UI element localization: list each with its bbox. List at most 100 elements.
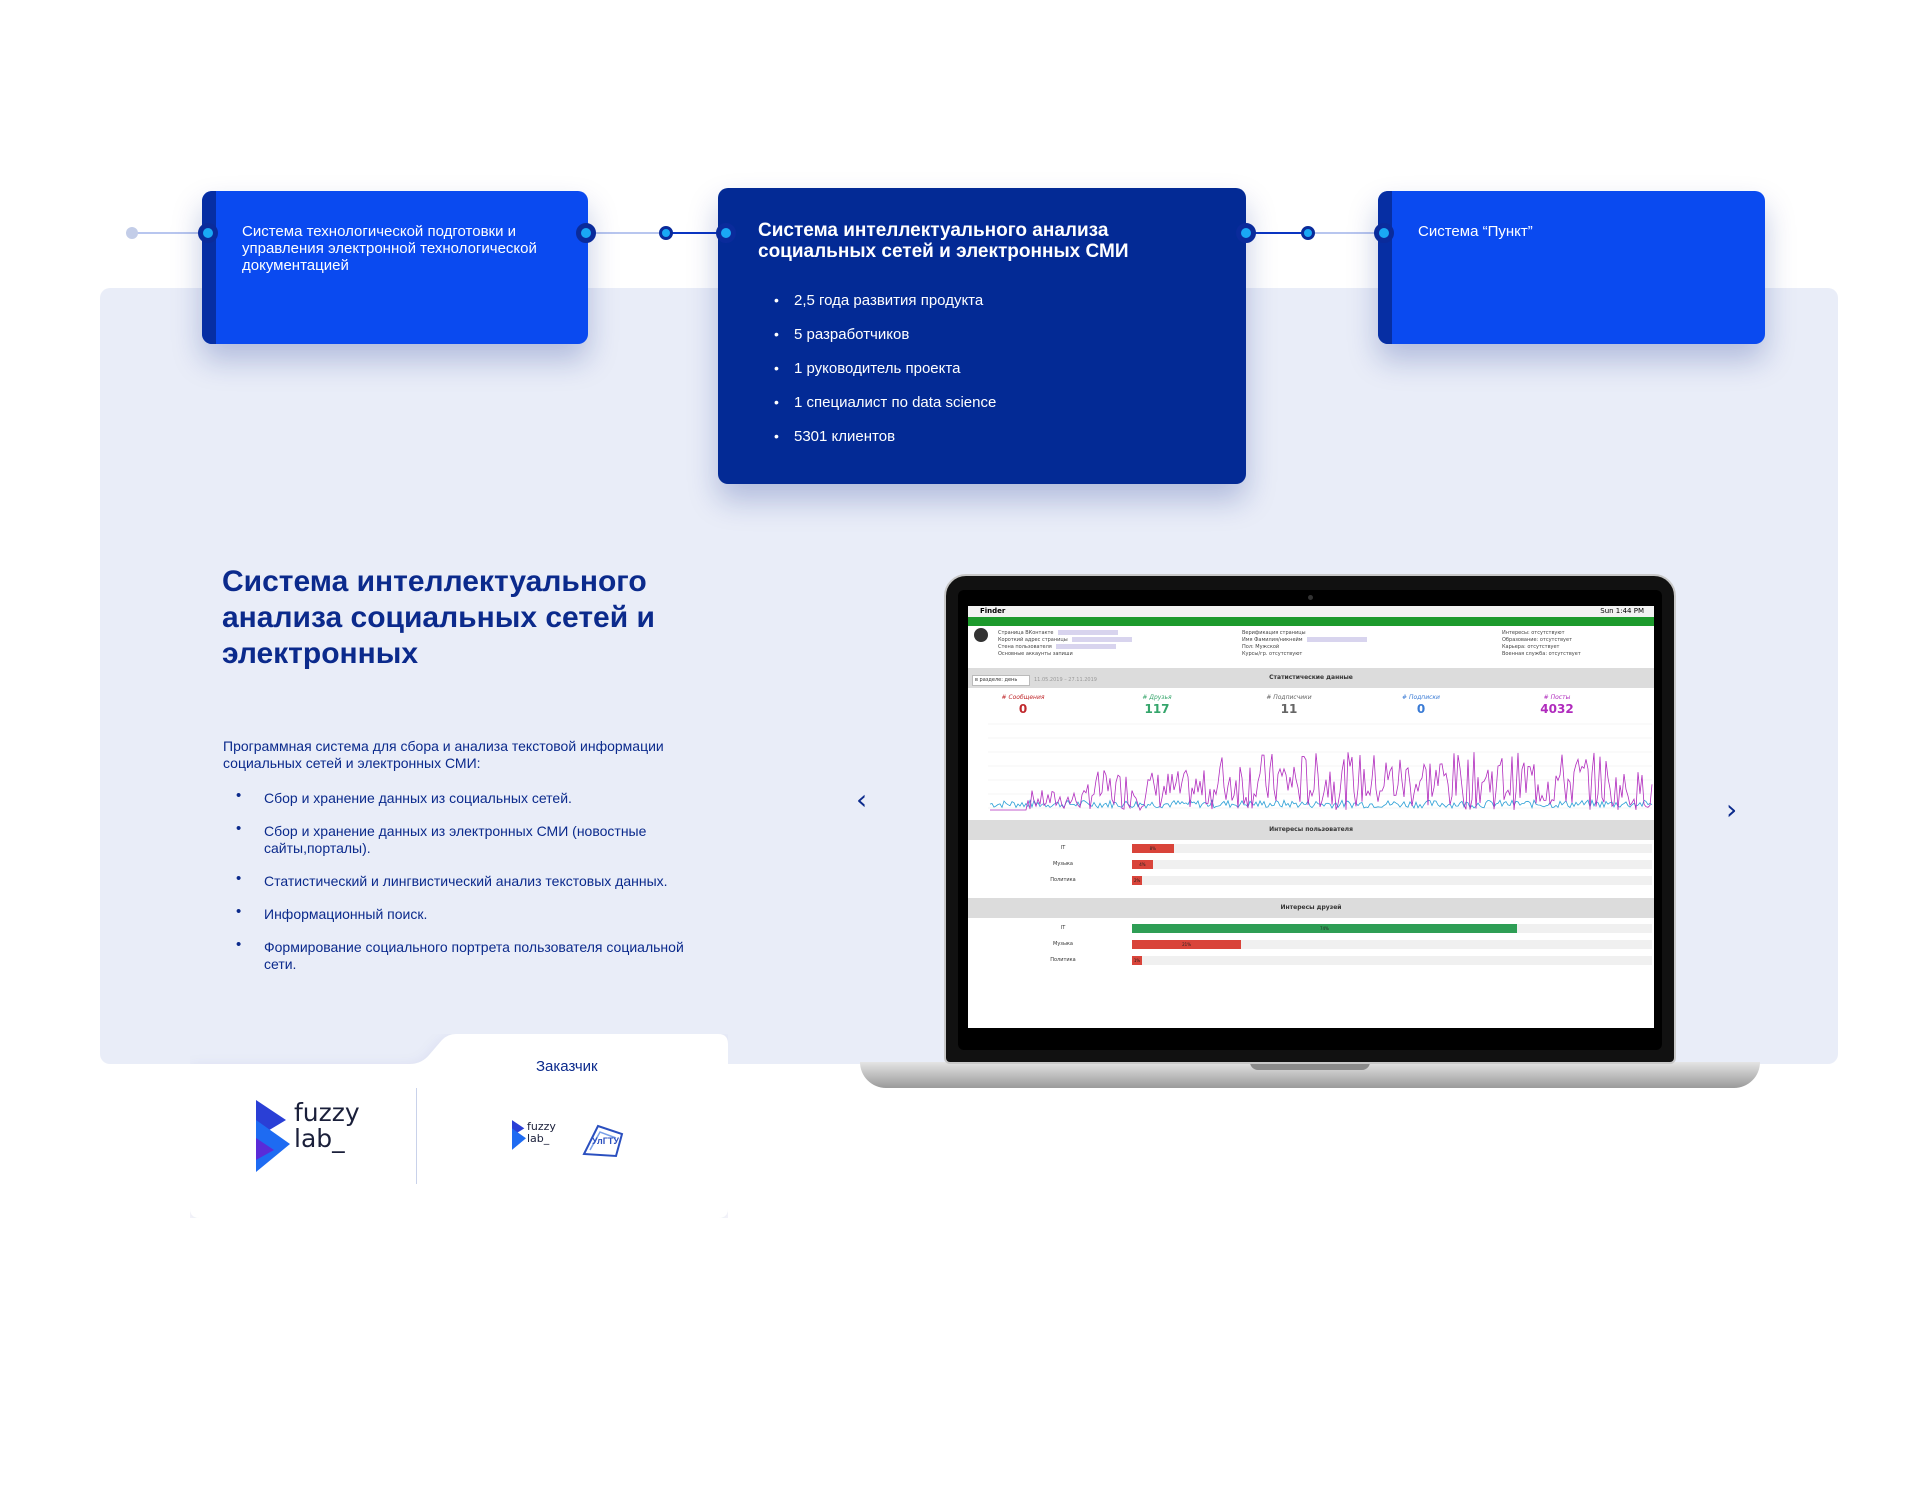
interest-bar-fill: 2%: [1132, 876, 1143, 885]
interest-label: Политика: [1050, 957, 1076, 963]
stat-value: 117: [1144, 702, 1170, 716]
timeline-card-tech-docs[interactable]: Система технологической подготовки и упр…: [202, 191, 588, 344]
stat-label: # Подписчики: [1266, 694, 1312, 701]
profile-field: Короткий адрес страницы: [998, 637, 1068, 643]
timeline-dot: [659, 226, 673, 240]
customer-box-background: [190, 1034, 728, 1218]
profile-field: Пол: Мужской: [1242, 644, 1280, 650]
chevron-left-icon[interactable]: ‹: [856, 783, 868, 816]
stat-value: 0: [1018, 702, 1028, 716]
card-text: Система технологической подготовки и упр…: [242, 223, 537, 274]
period-select[interactable]: в разделе: день: [972, 675, 1030, 686]
interest-bar-fill: 4%: [1132, 860, 1153, 869]
interest-bar-track: 4%: [1132, 860, 1652, 869]
interest-label: Музыка: [1053, 861, 1073, 867]
redacted-value: [1071, 637, 1132, 642]
project-intro: Программная система для сбора и анализа …: [223, 738, 664, 771]
timeline-node: [1374, 223, 1394, 243]
profile-info: Страница ВКонтакте Короткий адрес страни…: [968, 626, 1654, 666]
timeline-node: [198, 223, 218, 243]
profile-field: Верификация страницы: [1242, 630, 1306, 636]
interest-label: Музыка: [1053, 941, 1073, 947]
interest-bar-fill: 21%: [1132, 940, 1242, 949]
fuzzy-lab-logo-mark: [512, 1120, 526, 1150]
logo-line: lab_: [294, 1124, 345, 1153]
profile-field: Курсы/гр. отсутствуют: [1242, 651, 1303, 657]
feature-item: Статистический и лингвистический анализ …: [236, 870, 716, 890]
fuzzy-lab-logo: fuzzy lab_: [256, 1100, 360, 1177]
timeline-node: [1236, 223, 1256, 243]
feature-item: Информационный поиск.: [236, 903, 716, 923]
timeline-node: [576, 223, 596, 243]
profile-field: Страница ВКонтакте: [998, 630, 1054, 636]
profile-field: Стена пользователя: [998, 644, 1052, 650]
profile-column: Интересы: отсутствуют Образование: отсут…: [1502, 630, 1581, 658]
customer-divider: [416, 1088, 417, 1184]
customer-box: Заказчик fuzzy lab_ fuzzy lab_ УлГТУ: [190, 1034, 728, 1218]
card-stat-item: 2,5 года развития продукта: [774, 291, 996, 310]
friend-interests-header: Интересы друзей: [968, 898, 1654, 918]
menubar-clock: Sun 1:44 PM: [1600, 607, 1644, 615]
project-title: Система интеллектуального анализа социал…: [222, 565, 655, 670]
stat-subscriptions: # Подписки 0: [1366, 694, 1476, 716]
interest-bar-track: 1%: [1132, 956, 1652, 965]
card-stats-list: 2,5 года развития продукта 5 разработчик…: [774, 291, 996, 462]
customer-label: Заказчик: [536, 1058, 598, 1075]
client-logo: УлГТУ: [578, 1120, 628, 1162]
timeline-line-active: [1246, 232, 1308, 234]
menubar-app-name[interactable]: Finder: [980, 607, 1006, 615]
interest-label: IT: [1060, 845, 1066, 851]
profile-column: Верификация страницы Имя Фамилия/никнейм…: [1242, 630, 1367, 658]
card-title: Система интеллектуального анализа социал…: [758, 220, 1129, 262]
profile-field: Карьера: отсутствует: [1502, 644, 1560, 650]
profile-field: Основные аккаунты запиши: [998, 651, 1073, 657]
timeline-line: [588, 232, 666, 234]
redacted-value: [1306, 637, 1367, 642]
timeline-line-active: [666, 232, 726, 234]
stat-label: # Сообщения: [1001, 694, 1045, 701]
stat-value: 11: [1280, 702, 1298, 716]
interest-bar-fill: 1%: [1132, 956, 1142, 965]
laptop-mockup: Finder Sun 1:44 PM Страница ВКонтакте Ко…: [860, 574, 1760, 1094]
profile-status-bar: [968, 617, 1654, 626]
interest-bar-track: 74%: [1132, 924, 1652, 933]
interest-bar-track: 2%: [1132, 876, 1652, 885]
feature-list: Сбор и хранение данных из социальных сет…: [236, 787, 716, 989]
chevron-right-icon[interactable]: ›: [1726, 793, 1738, 826]
timeline-node: [716, 223, 736, 243]
interest-bar-track: 8%: [1132, 844, 1652, 853]
stat-value: 4032: [1540, 702, 1574, 716]
stat-label: # Посты: [1543, 694, 1571, 701]
card-stat-item: 1 специалист по data science: [774, 393, 996, 412]
profile-field: Образование: отсутствует: [1502, 637, 1573, 643]
feature-item: Сбор и хранение данных из электронных СМ…: [236, 820, 716, 857]
timeline-card-punkt[interactable]: Система “Пункт”: [1378, 191, 1765, 344]
card-stat-item: 5 разработчиков: [774, 325, 996, 344]
interest-bar-fill: 74%: [1132, 924, 1517, 933]
fuzzy-lab-logo-mark: [256, 1100, 290, 1172]
interest-bar-track: 21%: [1132, 940, 1652, 949]
logo-word: fuzzy lab_: [294, 1100, 360, 1152]
date-range[interactable]: 11.05.2019 – 27.11.2019: [1034, 677, 1097, 683]
logo-line: fuzzy: [527, 1120, 556, 1133]
stat-friends: # Друзья 117: [1102, 694, 1212, 716]
timeline-card-social-analysis[interactable]: Система интеллектуального анализа социал…: [718, 188, 1246, 484]
avatar: [972, 626, 990, 644]
logo-line: fuzzy: [294, 1098, 360, 1127]
logo-line: lab_: [527, 1132, 550, 1145]
timeline-dot: [1301, 226, 1315, 240]
feature-item: Сбор и хранение данных из социальных сет…: [236, 787, 716, 807]
stat-value: 0: [1416, 702, 1426, 716]
interest-bar-fill: 8%: [1132, 844, 1174, 853]
feature-item: Формирование социального портрета пользо…: [236, 936, 716, 973]
profile-field: Интересы: отсутствуют: [1502, 630, 1565, 636]
card-stat-item: 1 руководитель проекта: [774, 359, 996, 378]
timeline-dot: [126, 227, 138, 239]
stat-posts: # Посты 4032: [1502, 694, 1612, 716]
stats-header: Статистические данные: [968, 668, 1654, 688]
user-interests-header: Интересы пользователя: [968, 820, 1654, 840]
interest-label: Политика: [1050, 877, 1076, 883]
card-stripe: [1378, 191, 1392, 344]
timeline-line: [1308, 232, 1384, 234]
activity-chart: [988, 723, 1653, 811]
